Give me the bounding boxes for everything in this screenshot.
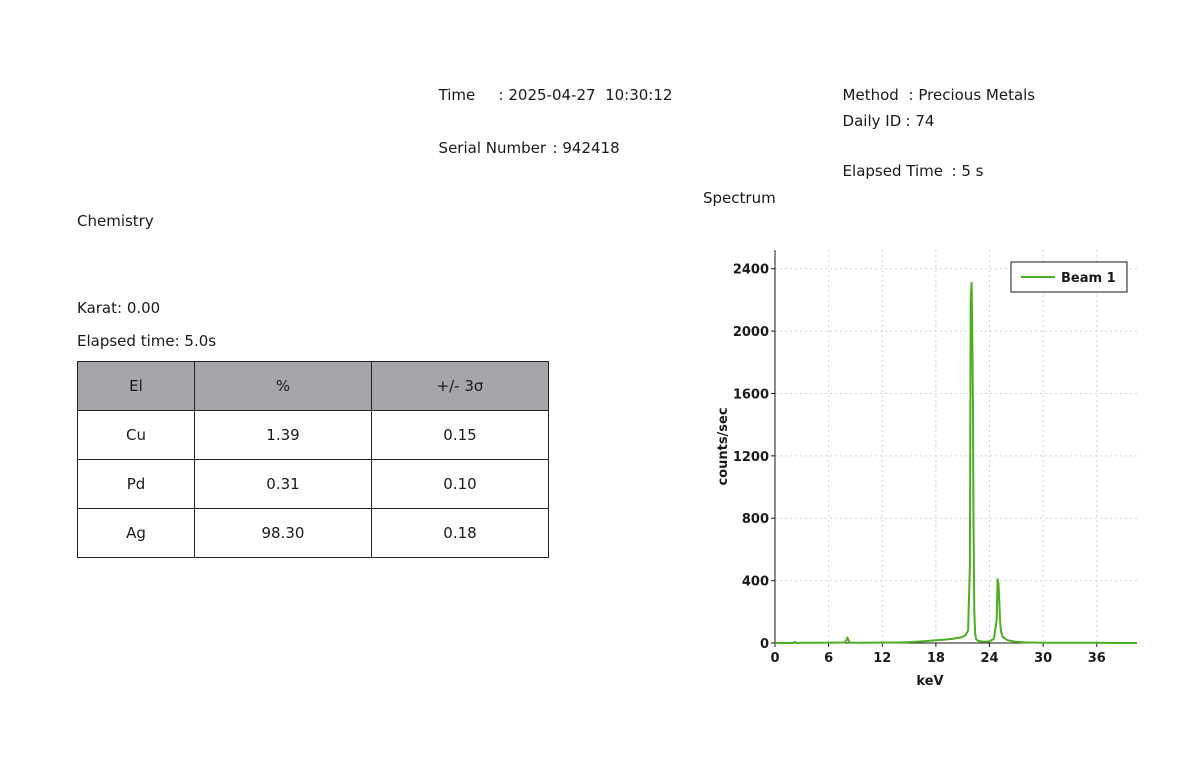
table-row: Ag 98.30 0.18 (77, 508, 549, 558)
method-row: Method : Precious Metals (833, 68, 1036, 104)
percent-cell: 1.39 (194, 410, 372, 460)
column-header-uncertainty: +/- 3σ (371, 361, 549, 411)
x-tick-label: 12 (873, 651, 891, 666)
y-tick-label: 400 (742, 575, 769, 590)
y-tick-label: 1200 (733, 450, 769, 465)
x-tick-label: 18 (927, 651, 945, 666)
table-header-row: El % +/- 3σ (77, 361, 549, 411)
spectrum-chart: 0 6 12 18 24 30 36 0 400 800 1200 1600 2000 2400 Beam… (716, 250, 1137, 689)
y-tick-label: 2000 (733, 325, 769, 340)
x-tick-label: 0 (770, 651, 779, 666)
uncertainty-cell: 0.15 (371, 410, 549, 460)
uncertainty-cell: 0.10 (371, 459, 549, 509)
x-axis-label: keV (916, 674, 943, 689)
x-tick-label: 36 (1088, 651, 1106, 666)
y-tick-label: 800 (742, 512, 769, 527)
x-tick-label: 30 (1034, 651, 1052, 666)
elapsed-time-summary: Elapsed time: 5.0s (77, 332, 217, 350)
method-label: Method (842, 86, 899, 104)
karat-text: Karat: 0.00 (77, 299, 161, 317)
percent-cell: 98.30 (194, 508, 372, 558)
y-tick-label: 0 (760, 637, 769, 652)
chart-legend: Beam 1 (1010, 261, 1128, 293)
chart-series (775, 281, 1137, 644)
x-tick-label: 6 (824, 651, 833, 666)
table-row: Pd 0.31 0.10 (77, 459, 549, 509)
chemistry-table: El % +/- 3σ Cu 1.39 0.15 Pd 0.31 0.10 Ag… (77, 361, 549, 558)
table-row: Cu 1.39 0.15 (77, 410, 549, 460)
uncertainty-cell: 0.18 (371, 508, 549, 558)
elapsed-time-label: Elapsed Time (842, 162, 943, 180)
percent-cell: 0.31 (194, 459, 372, 509)
x-tick-label: 24 (980, 651, 998, 666)
serial-label: Serial Number (438, 139, 547, 157)
spectrum-title: Spectrum (703, 189, 776, 207)
elapsed-time-value: : 5 s (951, 162, 984, 180)
daily-id-value: : 74 (905, 112, 935, 130)
chart-grid (775, 250, 1137, 643)
time-value: : 2025-04-27 10:30:12 (498, 86, 673, 104)
daily-id-row: Daily ID: 74 (833, 94, 935, 130)
daily-id-label: Daily ID (842, 112, 902, 130)
serial-row: Serial Number : 942418 (429, 121, 620, 157)
column-header-percent: % (194, 361, 372, 411)
y-tick-label: 2400 (733, 263, 769, 278)
chemistry-title: Chemistry (77, 212, 154, 230)
column-header-element: El (77, 361, 195, 411)
elapsed-time-row: Elapsed Time : 5 s (833, 144, 984, 180)
time-label: Time (438, 86, 476, 104)
time-row: Time : 2025-04-27 10:30:12 (429, 68, 673, 104)
y-axis-label: counts/sec (716, 407, 731, 485)
legend-label: Beam 1 (1061, 271, 1116, 286)
element-cell: Cu (77, 410, 195, 460)
y-tick-label: 1600 (733, 387, 769, 402)
element-cell: Pd (77, 459, 195, 509)
method-value: : Precious Metals (908, 86, 1036, 104)
serial-value: : 942418 (552, 139, 620, 157)
chart-axes: 0 6 12 18 24 30 36 0 400 800 1200 1600 2000 2400 (733, 250, 1137, 666)
series-line-beam-1 (775, 281, 1137, 644)
element-cell: Ag (77, 508, 195, 558)
